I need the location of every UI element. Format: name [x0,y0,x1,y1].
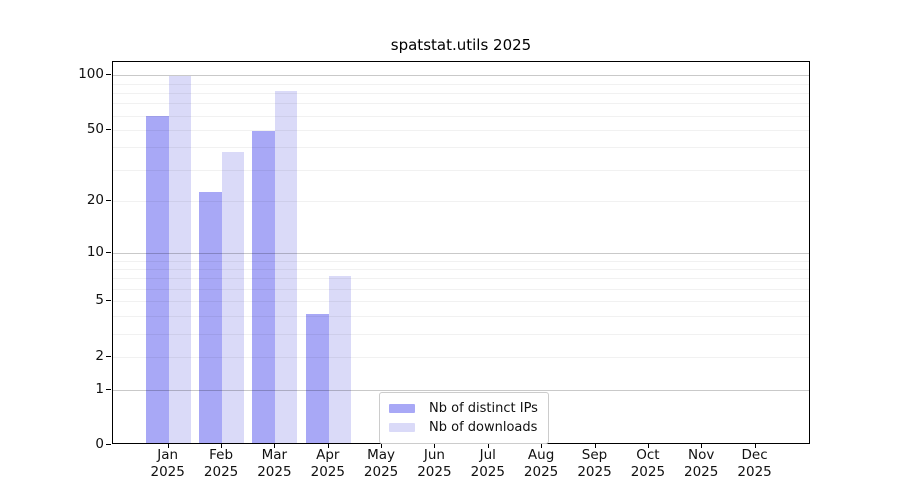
x-tick-mark [167,444,169,448]
y-tick-mark [106,251,111,253]
year-label: 2025 [363,463,399,480]
x-tick-label-nov: Nov 2025 [671,447,731,480]
year-label: 2025 [257,463,292,480]
x-tick-mark [754,444,756,448]
year-label: 2025 [630,463,666,480]
y-tick-mark [106,300,111,302]
x-tick-mark [701,444,703,448]
legend-swatch-downloads [389,423,415,432]
x-tick-label-feb: Feb 2025 [191,447,251,480]
month-label: Sep [581,447,608,463]
bar-downloads [168,76,191,443]
y-tick-mark [106,200,111,201]
x-tick-mark [327,444,329,448]
year-label: 2025 [577,463,612,480]
year-label: 2025 [737,463,772,480]
legend: Nb of distinct IPs Nb of downloads [379,392,549,444]
month-label: Apr [316,447,340,463]
chart-title: spatstat.utils 2025 [390,36,532,54]
y-tick-mark [106,356,111,357]
month-label: May [367,447,396,463]
y-tick-label: 100 [78,66,104,83]
month-label: Nov [688,447,715,463]
y-tick-mark [106,388,111,390]
bar-downloads [222,151,245,443]
y-tick-label: 10 [86,243,104,260]
x-tick-mark [541,444,543,448]
bar-distinct-ips [305,314,329,443]
month-label: Dec [741,447,768,463]
y-tick-label: 50 [86,120,104,137]
y-tick-label: 1 [95,380,104,397]
month-label: Aug [527,447,555,463]
x-tick-label-dec: Dec 2025 [725,447,785,480]
x-tick-label-may: May 2025 [351,447,411,480]
year-label: 2025 [203,463,239,480]
bars-layer [113,62,809,443]
x-tick-label-aug: Aug 2025 [511,447,571,480]
month-label: Mar [261,447,288,463]
y-tick-label: 20 [86,192,104,208]
month-label: Jun [423,447,445,463]
x-tick-label-jul: Jul 2025 [458,447,518,480]
month-label: Oct [636,447,660,463]
x-tick-mark [487,444,489,448]
month-label: Jan [157,447,179,463]
year-label: 2025 [523,463,559,480]
year-label: 2025 [417,463,452,480]
month-label: Jul [479,447,496,463]
x-tick-mark [594,444,596,448]
legend-entry: Nb of downloads [389,418,538,437]
bar-downloads [275,90,298,443]
x-tick-label-apr: Apr 2025 [298,447,358,480]
y-tick-mark [106,74,111,76]
year-label: 2025 [684,463,719,480]
x-tick-mark [381,444,383,448]
x-tick-label-jan: Jan 2025 [138,447,198,480]
year-label: 2025 [150,463,185,480]
y-tick-label: 5 [95,292,104,309]
x-tick-mark [274,444,276,448]
x-tick-label-mar: Mar 2025 [244,447,304,480]
bar-distinct-ips [145,116,169,443]
year-label: 2025 [310,463,345,480]
month-label: Feb [209,447,234,463]
legend-entry: Nb of distinct IPs [389,399,538,418]
legend-label: Nb of distinct IPs [429,401,538,416]
y-tick-mark [106,444,111,445]
plot-area: Nb of distinct IPs Nb of downloads [112,61,810,444]
x-tick-label-oct: Oct 2025 [618,447,678,480]
x-tick-mark [647,444,649,448]
y-tick-mark [106,128,111,130]
bar-downloads [328,276,351,443]
bar-distinct-ips [199,191,223,443]
y-tick-label: 2 [95,348,104,364]
bar-distinct-ips [252,131,276,443]
x-tick-label-sep: Sep 2025 [565,447,625,480]
y-tick-label: 0 [95,436,104,452]
x-tick-mark [434,444,436,448]
legend-swatch-distinct-ips [389,404,415,413]
year-label: 2025 [470,463,505,480]
legend-label: Nb of downloads [429,420,538,435]
x-tick-label-jun: Jun 2025 [404,447,464,480]
x-tick-mark [221,444,223,448]
